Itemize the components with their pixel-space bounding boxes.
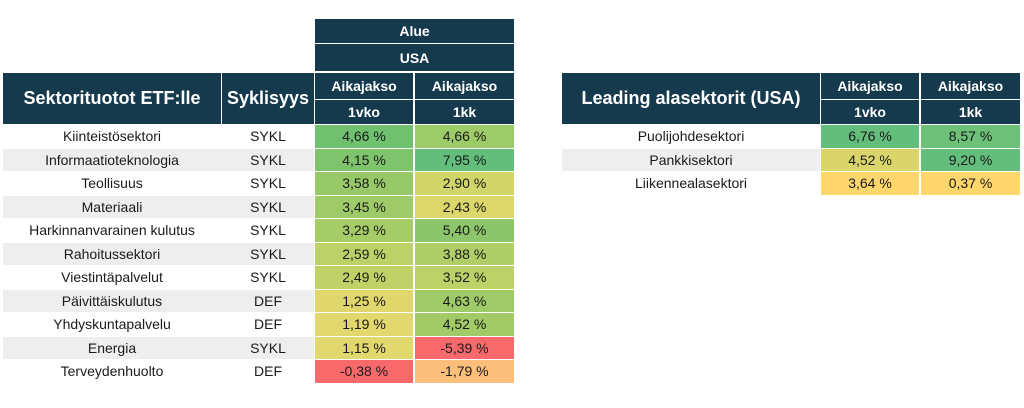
left-period-header-1: Aikajakso bbox=[315, 73, 413, 99]
region-value-header: USA bbox=[315, 44, 514, 71]
return-1kk: 8,57 % bbox=[921, 125, 1020, 148]
subsector-name: Pankkisektori bbox=[649, 151, 733, 168]
sector-name: Energia bbox=[87, 339, 137, 356]
return-1kk: 3,88 % bbox=[415, 242, 514, 265]
return-1vko: 4,52 % bbox=[821, 148, 919, 171]
cyclicality-value: SYKL bbox=[250, 175, 286, 192]
region-header: Alue bbox=[315, 19, 514, 43]
subsector-name: Puolijohdesektori bbox=[637, 128, 745, 145]
return-1vko: 4,15 % bbox=[315, 148, 413, 171]
sector-name: Yhdyskuntapalvelu bbox=[53, 316, 171, 333]
table-row bbox=[3, 336, 314, 359]
region-value: USA bbox=[399, 49, 430, 66]
return-1kk: 7,95 % bbox=[415, 148, 514, 171]
table-row bbox=[562, 148, 820, 171]
return-1vko: 3,64 % bbox=[821, 172, 919, 195]
sector-name: Kiinteistösektori bbox=[62, 128, 162, 145]
subsector-name: Liikennealasektori bbox=[634, 175, 748, 192]
table-row bbox=[3, 148, 314, 171]
return-1kk: 5,40 % bbox=[415, 219, 514, 242]
return-1vko: -0,38 % bbox=[315, 360, 413, 383]
return-1kk: -1,79 % bbox=[415, 360, 514, 383]
sector-name: Päivittäiskulutus bbox=[61, 292, 163, 309]
return-1vko: 2,59 % bbox=[315, 242, 413, 265]
right-period-sub-1: 1vko bbox=[821, 100, 919, 124]
return-1kk: 4,52 % bbox=[415, 313, 514, 336]
return-1vko: 1,25 % bbox=[315, 289, 413, 312]
left-period-sub-2: 1kk bbox=[415, 100, 514, 124]
return-1kk: 4,66 % bbox=[415, 125, 514, 148]
return-1vko: 3,45 % bbox=[315, 195, 413, 218]
table-row bbox=[3, 195, 314, 218]
cyclicality-value: SYKL bbox=[250, 269, 286, 286]
right-table-title: Leading alasektorit (USA) bbox=[562, 73, 820, 124]
cyclicality-value: SYKL bbox=[250, 198, 286, 215]
sector-name: Materiaali bbox=[81, 198, 143, 215]
cyclicality-header: Syklisyys bbox=[222, 73, 314, 124]
return-1vko: 1,15 % bbox=[315, 336, 413, 359]
sector-name: Harkinnanvarainen kulutus bbox=[29, 222, 195, 239]
left-period-header-2: Aikajakso bbox=[415, 73, 514, 99]
left-table-title: Sektorituotot ETF:lle bbox=[3, 73, 221, 124]
return-1kk: 3,52 % bbox=[415, 266, 514, 289]
left-period-sub-1: 1vko bbox=[315, 100, 413, 124]
cyclicality-value: DEF bbox=[254, 292, 282, 309]
cyclicality-value: SYKL bbox=[250, 151, 286, 168]
sector-name: Teollisuus bbox=[81, 175, 143, 192]
cyclicality-value: SYKL bbox=[250, 222, 286, 239]
cyclicality-value: SYKL bbox=[250, 339, 286, 356]
table-row bbox=[3, 242, 314, 265]
return-1kk: 9,20 % bbox=[921, 148, 1020, 171]
return-1vko: 3,58 % bbox=[315, 172, 413, 195]
return-1vko: 6,76 % bbox=[821, 125, 919, 148]
cyclicality-value: SYKL bbox=[250, 245, 286, 262]
return-1kk: 2,43 % bbox=[415, 195, 514, 218]
cyclicality-value: DEF bbox=[254, 316, 282, 333]
sector-name: Rahoitussektori bbox=[63, 245, 161, 262]
table-row bbox=[3, 289, 314, 312]
return-1vko: 2,49 % bbox=[315, 266, 413, 289]
return-1vko: 1,19 % bbox=[315, 313, 413, 336]
return-1vko: 4,66 % bbox=[315, 125, 413, 148]
region-label: Alue bbox=[399, 23, 430, 39]
return-1kk: 2,90 % bbox=[415, 172, 514, 195]
return-1kk: -5,39 % bbox=[415, 336, 514, 359]
sector-name: Informaatioteknologia bbox=[45, 151, 179, 168]
return-1vko: 3,29 % bbox=[315, 219, 413, 242]
sector-name: Viestintäpalvelut bbox=[61, 269, 163, 286]
return-1kk: 4,63 % bbox=[415, 289, 514, 312]
return-1kk: 0,37 % bbox=[921, 172, 1020, 195]
right-period-header-2: Aikajakso bbox=[921, 73, 1020, 99]
right-period-sub-2: 1kk bbox=[921, 100, 1020, 124]
cyclicality-value: SYKL bbox=[250, 128, 286, 145]
cyclicality-value: DEF bbox=[254, 363, 282, 380]
sector-name: Terveydenhuolto bbox=[60, 363, 164, 380]
right-period-header-1: Aikajakso bbox=[821, 73, 919, 99]
